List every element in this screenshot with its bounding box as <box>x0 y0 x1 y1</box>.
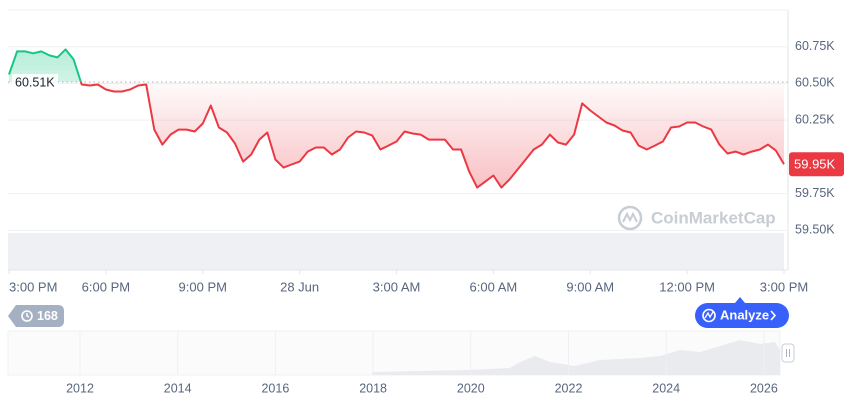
y-tick-label: 59.50K <box>795 223 835 237</box>
x-tick-label: 12:00 PM <box>659 279 715 294</box>
price-line <box>8 48 785 189</box>
x-tick-label: 3:00 PM <box>760 279 808 294</box>
y-tick-label: 60.50K <box>795 76 835 90</box>
price-marker <box>789 152 844 177</box>
year-label: 2026 <box>750 381 778 395</box>
year-label: 2012 <box>66 381 94 395</box>
year-label: 2014 <box>164 381 192 395</box>
y-tick-label: 59.75K <box>795 186 835 200</box>
volume-area <box>8 233 784 270</box>
x-tick-label: 9:00 PM <box>179 279 227 294</box>
year-label: 2022 <box>555 381 583 395</box>
x-tick-label: 6:00 PM <box>82 279 130 294</box>
price-marker-label: 59.95K <box>794 157 836 172</box>
analyze-button[interactable]: Analyze <box>695 297 789 328</box>
baseline-label: 60.51K <box>15 75 55 89</box>
x-tick-label: 28 Jun <box>280 279 319 294</box>
year-label: 2024 <box>652 381 680 395</box>
x-tick-label: 9:00 AM <box>566 279 614 294</box>
y-tick-label: 60.75K <box>795 39 835 53</box>
y-tick-label: 60.25K <box>795 112 835 126</box>
x-tick-label: 3:00 PM <box>9 279 57 294</box>
x-tick-label: 3:00 AM <box>373 279 421 294</box>
history-count: 168 <box>37 309 58 323</box>
year-label: 2018 <box>359 381 387 395</box>
navigator[interactable] <box>7 330 795 376</box>
watermark-text: CoinMarketCap <box>651 208 776 227</box>
baseline-label-bg <box>12 73 58 90</box>
history-button[interactable]: 168 <box>8 305 64 327</box>
year-label: 2016 <box>261 381 289 395</box>
analyze-label: Analyze <box>720 307 769 322</box>
watermark: CoinMarketCap <box>617 205 776 231</box>
area <box>9 49 784 188</box>
year-label: 2020 <box>457 381 485 395</box>
x-tick-label: 6:00 AM <box>470 279 518 294</box>
